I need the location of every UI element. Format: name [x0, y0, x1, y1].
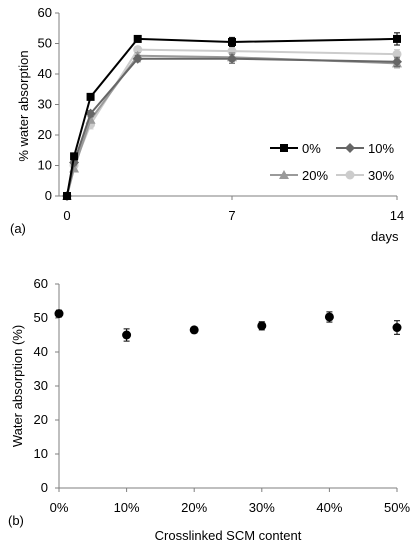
panel-a-y-tick-label: 50 — [38, 36, 52, 51]
data-point — [70, 152, 79, 161]
series-line — [66, 37, 398, 197]
data-point — [122, 330, 132, 340]
legend-label: 0% — [302, 141, 321, 156]
data-point — [133, 45, 143, 55]
panel-a-y-label: % water absorption — [16, 50, 31, 161]
legend-marker — [345, 143, 355, 153]
panel-a-y-tick-label: 10 — [38, 158, 52, 173]
series-0pct — [63, 32, 401, 200]
panel-b-y-tick-label: 20 — [34, 412, 48, 427]
panel-b-y-tick-label: 0 — [41, 480, 48, 495]
data-point-group — [189, 325, 199, 335]
legend-entry: 30% — [336, 168, 394, 183]
panel-b-x-label: Crosslinked SCM content — [155, 528, 302, 543]
data-point-group — [324, 311, 334, 323]
legend-entry: 20% — [270, 168, 328, 183]
legend-label: 30% — [368, 168, 394, 183]
data-point-group — [122, 328, 132, 342]
legend-marker — [345, 170, 355, 180]
data-point — [392, 49, 402, 59]
data-point — [86, 92, 95, 101]
data-point — [393, 34, 401, 43]
data-point — [227, 53, 237, 64]
legend-entry: 10% — [336, 141, 394, 156]
panel-b-x-tick-label: 40% — [316, 500, 342, 515]
panel-b-y-tick-label: 60 — [34, 276, 48, 291]
panel-b-x-tick-label: 30% — [249, 500, 275, 515]
data-point-group — [392, 320, 402, 335]
panel-a-x-tick-label: 7 — [228, 208, 235, 223]
panel-a-label: (a) — [10, 221, 26, 236]
panel-b-x-tick-label: 50% — [384, 500, 410, 515]
data-point — [133, 34, 142, 43]
panel-a-x-tick-label: 0 — [63, 208, 70, 223]
data-point — [85, 108, 96, 119]
legend-marker — [280, 144, 288, 152]
legend-label: 20% — [302, 168, 328, 183]
panel-a-y-tick-label: 0 — [45, 188, 52, 203]
data-point-group — [54, 309, 64, 319]
data-point-group — [257, 321, 267, 331]
panel-b-y-label: Water absorption (%) — [10, 325, 25, 447]
data-point — [392, 56, 402, 67]
panel-b-x-tick-label: 10% — [114, 500, 140, 515]
data-point — [324, 312, 334, 322]
legend-entry: 0% — [270, 141, 321, 156]
legend-marker — [279, 170, 289, 179]
data-point — [227, 46, 237, 56]
panel-a-y-tick-label: 60 — [38, 5, 52, 20]
panel-a-y-tick-label: 40 — [38, 66, 52, 81]
data-point — [63, 192, 71, 200]
panel-a: 0 10 20 30 40 50 60 0 7 14 0% 10% 20% 30% % water a… — [10, 5, 404, 244]
data-point — [257, 321, 267, 331]
data-point — [189, 325, 199, 335]
panel-b-label: (b) — [8, 513, 24, 528]
panel-a-x-tick-label: 14 — [390, 208, 404, 223]
data-point — [54, 309, 64, 319]
panel-b-y-tick-label: 40 — [34, 344, 48, 359]
panel-b-y-tick-label: 50 — [34, 310, 48, 325]
data-point — [132, 53, 143, 64]
legend-label: 10% — [368, 141, 394, 156]
panel-b: 0 10 20 30 40 50 60 0% 10% 20% 30% 40% 50% Water ab… — [8, 276, 410, 543]
panel-a-y-tick-label: 30 — [38, 97, 52, 112]
data-point — [228, 37, 236, 46]
panel-b-x-tick-label: 20% — [181, 500, 207, 515]
panel-a-y-tick-label: 20 — [38, 127, 52, 142]
panel-a-x-label: days — [371, 229, 399, 244]
panel-b-y-tick-label: 30 — [34, 378, 48, 393]
data-point — [392, 323, 402, 333]
panel-b-x-tick-label: 0% — [50, 500, 69, 515]
panel-b-y-tick-label: 10 — [34, 446, 48, 461]
